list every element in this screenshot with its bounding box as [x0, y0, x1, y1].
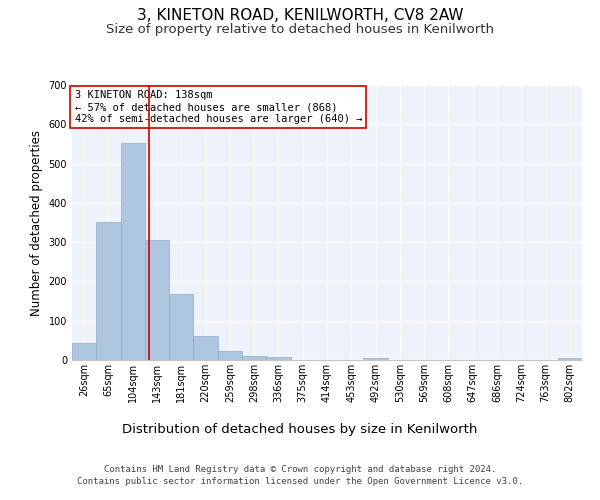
Bar [218, 351, 242, 360]
Text: Size of property relative to detached houses in Kenilworth: Size of property relative to detached ho… [106, 22, 494, 36]
Text: Distribution of detached houses by size in Kenilworth: Distribution of detached houses by size … [122, 422, 478, 436]
Bar [145, 240, 169, 360]
Bar [558, 358, 582, 360]
Bar [193, 336, 218, 360]
Y-axis label: Number of detached properties: Number of detached properties [30, 130, 43, 316]
Bar [121, 142, 145, 360]
Text: Contains public sector information licensed under the Open Government Licence v3: Contains public sector information licen… [77, 478, 523, 486]
Text: Contains HM Land Registry data © Crown copyright and database right 2024.: Contains HM Land Registry data © Crown c… [104, 465, 496, 474]
Text: 3, KINETON ROAD, KENILWORTH, CV8 2AW: 3, KINETON ROAD, KENILWORTH, CV8 2AW [137, 8, 463, 22]
Bar [266, 357, 290, 360]
Bar [72, 343, 96, 360]
Text: 3 KINETON ROAD: 138sqm
← 57% of detached houses are smaller (868)
42% of semi-de: 3 KINETON ROAD: 138sqm ← 57% of detached… [74, 90, 362, 124]
Bar [96, 222, 121, 360]
Bar [242, 356, 266, 360]
Bar [364, 358, 388, 360]
Bar [169, 294, 193, 360]
